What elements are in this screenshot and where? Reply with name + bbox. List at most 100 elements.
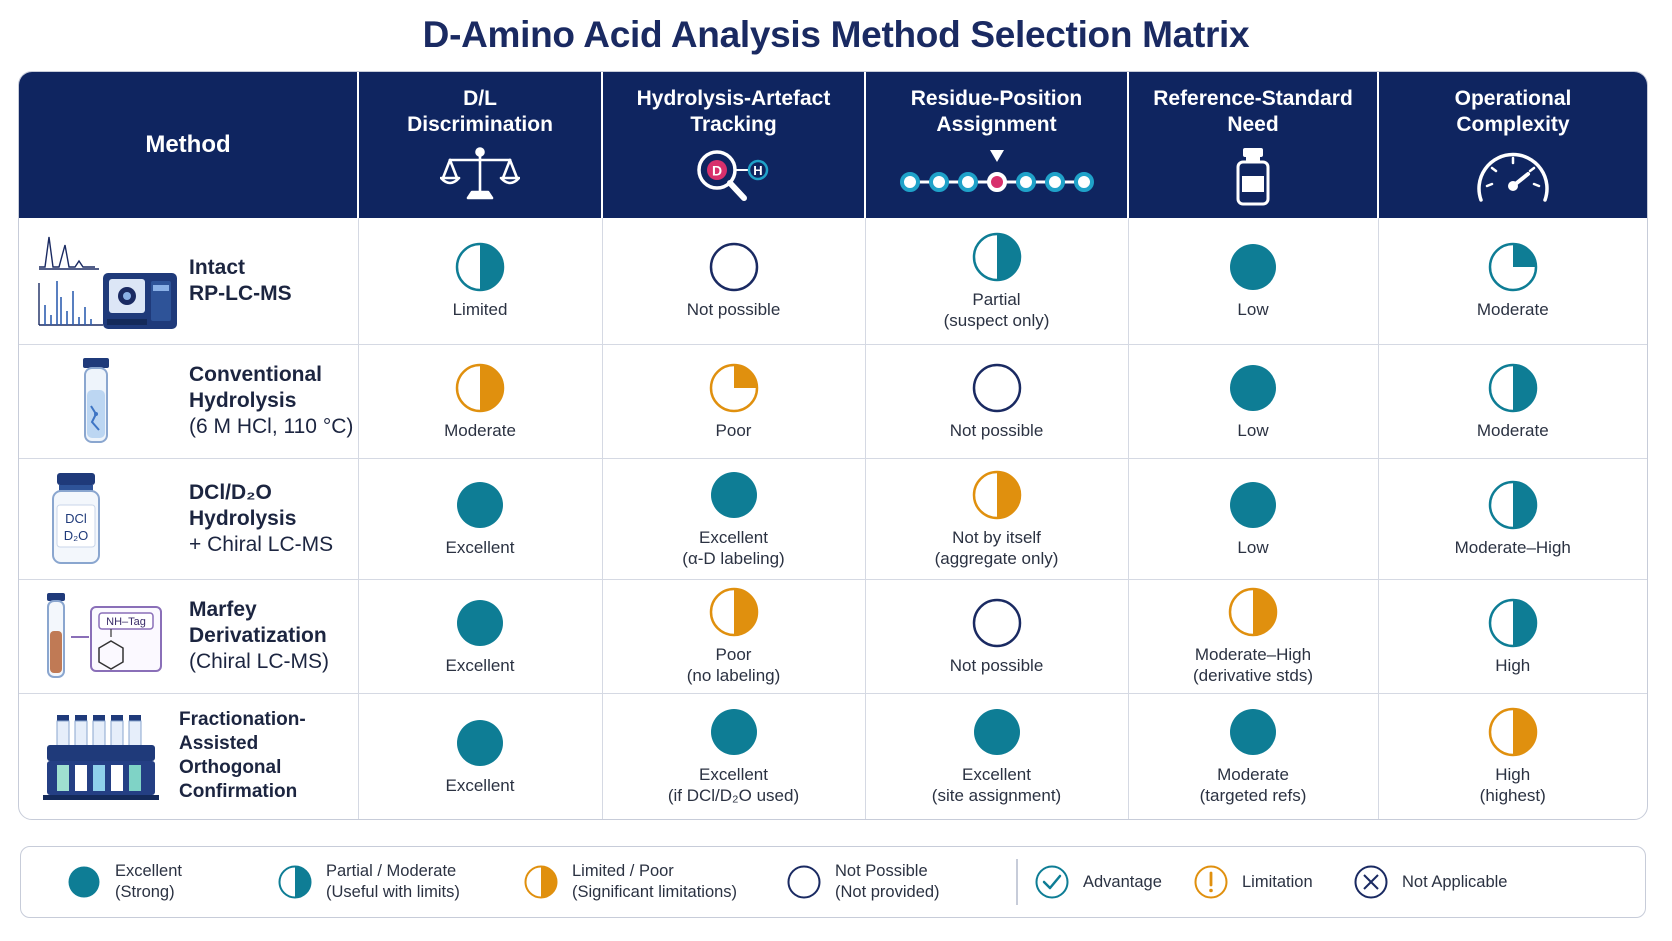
legend-item-excellent: Excellent (Strong) — [67, 847, 182, 917]
legend-label: Excellent (Strong) — [115, 862, 182, 901]
rating-label: Moderate — [444, 420, 516, 440]
method-name: Intact RP-LC-MS — [189, 255, 292, 307]
rating-label: Excellent — [445, 538, 515, 557]
method-name-line: DCl/D₂O — [189, 480, 272, 504]
full-rating-icon — [1230, 244, 1276, 291]
rating-label: Limited — [452, 300, 508, 320]
rating-label: Not possible — [949, 420, 1044, 440]
method-cell: NH–Tag Marfey Derivatization (Chiral LC-… — [19, 579, 359, 694]
rating-label: Poor (no labeling) — [686, 645, 781, 685]
rating-label: Moderate (targeted refs) — [1199, 765, 1307, 806]
rating-cell: High (highest) — [1378, 693, 1647, 819]
rating-label: Not by itself (aggregate only) — [934, 527, 1059, 568]
partial-rating-icon — [972, 232, 1021, 281]
column-header-hydrolysis-artefact-tracking: Hydrolysis-Artefact Tracking D H — [602, 72, 866, 218]
bottle-label-top: DCl — [65, 511, 87, 526]
rating-cell: Low — [1128, 344, 1379, 459]
rating-cell: Excellent — [358, 458, 603, 580]
full-rating-icon — [68, 866, 100, 898]
partial-rating-icon — [278, 865, 312, 899]
magnifier-d-label: D — [711, 163, 721, 179]
legend-label: Not Applicable — [1402, 872, 1508, 891]
rating-cell: Moderate — [358, 344, 603, 459]
method-name-line: Orthogonal — [179, 757, 282, 779]
selection-matrix: Method D/L Discrimination Hydrolysis-Art… — [18, 71, 1648, 820]
method-name-line: (Chiral LC-MS) — [189, 650, 330, 673]
column-header-residue-position-assignment: Residue-Position Assignment — [865, 72, 1129, 218]
method-name-line: Hydrolysis — [189, 389, 297, 412]
table-row: Fractionation-Assisted Orthogonal Confir… — [19, 693, 1647, 819]
half-rating-icon — [709, 587, 758, 637]
rating-label: Moderate — [1476, 300, 1549, 320]
empty-rating-icon — [972, 598, 1021, 647]
legend-item-not-applicable: Not Applicable — [1354, 847, 1508, 917]
exclamation-icon — [1194, 865, 1228, 899]
empty-rating-icon — [709, 243, 758, 292]
empty-rating-icon — [787, 865, 821, 899]
gauge-icon — [1477, 152, 1549, 202]
partial-rating-icon — [1488, 480, 1537, 530]
full-rating-icon — [710, 709, 757, 756]
rating-label: High — [1495, 655, 1531, 675]
column-header-label: Method — [145, 131, 231, 158]
rating-label: Low — [1237, 538, 1269, 557]
column-header-label: D/L Discrimination — [407, 87, 553, 136]
legend-item-not-possible: Not Possible (Not provided) — [787, 847, 940, 917]
legend-item-limited: Limited / Poor (Significant limitations) — [524, 847, 737, 917]
check-icon — [1035, 865, 1069, 899]
legend-label: Partial / Moderate (Useful with limits) — [326, 862, 460, 901]
rating-cell: Moderate–High (derivative stds) — [1128, 579, 1379, 694]
rating-label: Low — [1237, 300, 1269, 320]
full-rating-icon — [457, 599, 503, 646]
rating-cell: Excellent — [358, 579, 603, 694]
table-row: Intact RP-LC-MS Limited Not possible Par… — [19, 218, 1647, 345]
half-rating-icon — [972, 470, 1021, 519]
partial-rating-icon — [1488, 598, 1537, 647]
column-header-label: Residue-Position Assignment — [910, 87, 1083, 136]
partial-rating-icon — [455, 243, 505, 292]
rating-cell: Not possible — [602, 218, 866, 345]
empty-rating-icon — [972, 363, 1021, 412]
method-name: Fractionation-Assisted Orthogonal Confir… — [179, 708, 358, 804]
method-cell: Conventional Hydrolysis (6 M HCl, 110 °C… — [19, 344, 359, 459]
rating-cell: Partial (suspect only) — [865, 218, 1129, 345]
rating-label: Excellent (if DCl/D₂O used) — [667, 765, 800, 806]
full-rating-icon — [973, 709, 1020, 756]
rating-cell: Excellent (if DCl/D₂O used) — [602, 693, 866, 819]
quarter-rating-icon — [1488, 243, 1537, 292]
method-cell: DCl D₂O DCl/D₂O Hydrolysis + Chiral LC-M… — [19, 458, 359, 580]
nh-tag-label: NH–Tag — [106, 616, 146, 628]
marfey-derivatization-icon: NH–Tag — [47, 593, 162, 678]
rating-label: Not possible — [686, 300, 781, 320]
rating-label: Moderate — [1476, 420, 1549, 440]
legend-item-limitation: Limitation — [1194, 847, 1313, 917]
rating-cell: Low — [1128, 458, 1379, 580]
full-rating-icon — [1230, 364, 1276, 411]
rating-cell: Moderate (targeted refs) — [1128, 693, 1379, 819]
half-rating-icon — [1488, 708, 1537, 757]
rating-cell: Not by itself (aggregate only) — [865, 458, 1129, 580]
rating-cell: Moderate — [1378, 344, 1647, 459]
rating-cell: Excellent — [358, 693, 603, 819]
rating-label: Low — [1237, 420, 1269, 440]
half-rating-icon — [455, 363, 505, 412]
rating-label: Excellent (site assignment) — [931, 765, 1062, 806]
matrix-table: Method D/L Discrimination Hydrolysis-Art… — [19, 72, 1647, 819]
partial-rating-icon — [1488, 363, 1537, 412]
rating-cell: Limited — [358, 218, 603, 345]
method-name-line: Marfey — [189, 598, 257, 621]
rating-label: High (highest) — [1479, 765, 1546, 806]
column-header-dl-discrimination: D/L Discrimination — [358, 72, 603, 218]
rating-cell: Poor (no labeling) — [602, 579, 866, 694]
column-header-method: Method — [19, 72, 359, 218]
full-rating-icon — [457, 719, 503, 766]
vial-icon — [1236, 148, 1270, 206]
magnifier-icon: D H — [696, 150, 768, 201]
dcl-bottle-icon: DCl D₂O — [52, 472, 100, 564]
full-rating-icon — [710, 471, 757, 518]
column-header-label: Reference-Standard Need — [1153, 87, 1353, 136]
method-name-line: Intact — [189, 255, 246, 279]
half-rating-icon — [1228, 587, 1278, 637]
residue-chain-icon — [899, 150, 1094, 192]
full-rating-icon — [1230, 482, 1276, 528]
